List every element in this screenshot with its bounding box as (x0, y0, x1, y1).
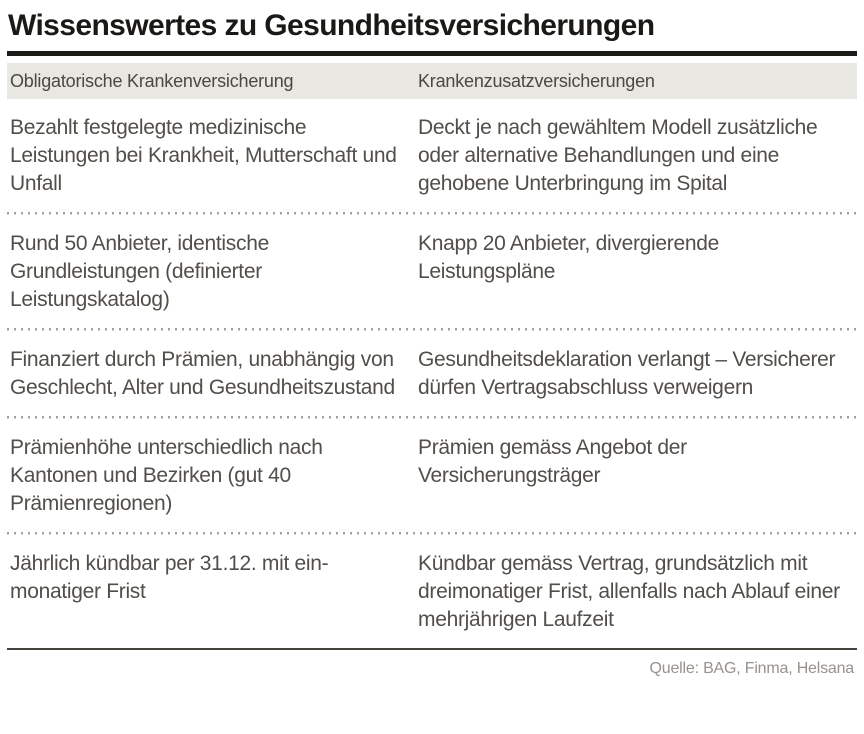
page-title: Wissenswertes zu Gesundheitsversicherung… (8, 9, 655, 42)
cell-leistungen-zusatz: Deckt je nach gewähltem Modell zusätzlic… (418, 116, 818, 195)
table-bottom-rule (7, 648, 857, 650)
dotted-separator (7, 416, 857, 419)
source-attribution: Quelle: BAG, Finma, Helsana (649, 660, 855, 677)
dotted-separator (7, 212, 857, 215)
cell-anbieter-obligatorisch: Rund 50 Anbieter, identische Grundleistu… (10, 232, 269, 311)
table-row: Rund 50 Anbieter, identische Grundleistu… (7, 215, 857, 328)
table-row: Jährlich kündbar per 31.12. mit ein-mona… (7, 535, 857, 648)
cell-praemien-zusatz: Prämien gemäss Angebot der Versicherungs… (418, 436, 687, 487)
cell-kuendigung-obligatorisch: Jährlich kündbar per 31.12. mit ein-mona… (10, 552, 329, 603)
column-header-obligatorische-krankenversicherung: Obligatorische Krankenversicherung (10, 71, 294, 91)
dotted-separator (7, 532, 857, 535)
column-header-krankenzusatzversicherungen: Krankenzusatzversicherungen (418, 71, 655, 91)
cell-kuendigung-zusatz: Kündbar gemäss Vertrag, grundsätzlich mi… (418, 552, 840, 631)
cell-anbieter-zusatz: Knapp 20 Anbieter, divergierende Leistun… (418, 232, 719, 283)
cell-finanzierung-obligatorisch: Finanziert durch Prämien, unabhängig von… (10, 348, 395, 399)
table-header: Obligatorische Krankenversicherung Krank… (7, 63, 857, 99)
cell-finanzierung-zusatz: Gesundheitsdeklaration verlangt – Versic… (418, 348, 836, 399)
cell-praemien-obligatorisch: Prämienhöhe unterschiedlich nach Kantone… (10, 436, 323, 515)
table-row: Prämienhöhe unterschiedlich nach Kantone… (7, 419, 857, 532)
cell-leistungen-obligatorisch: Bezahlt festgelegte medizinische Leistun… (10, 116, 397, 195)
table-row: Finanziert durch Prämien, unabhängig von… (7, 331, 857, 416)
title-rule (7, 51, 857, 56)
table-row: Bezahlt festgelegte medizinische Leistun… (7, 99, 857, 212)
dotted-separator (7, 328, 857, 331)
